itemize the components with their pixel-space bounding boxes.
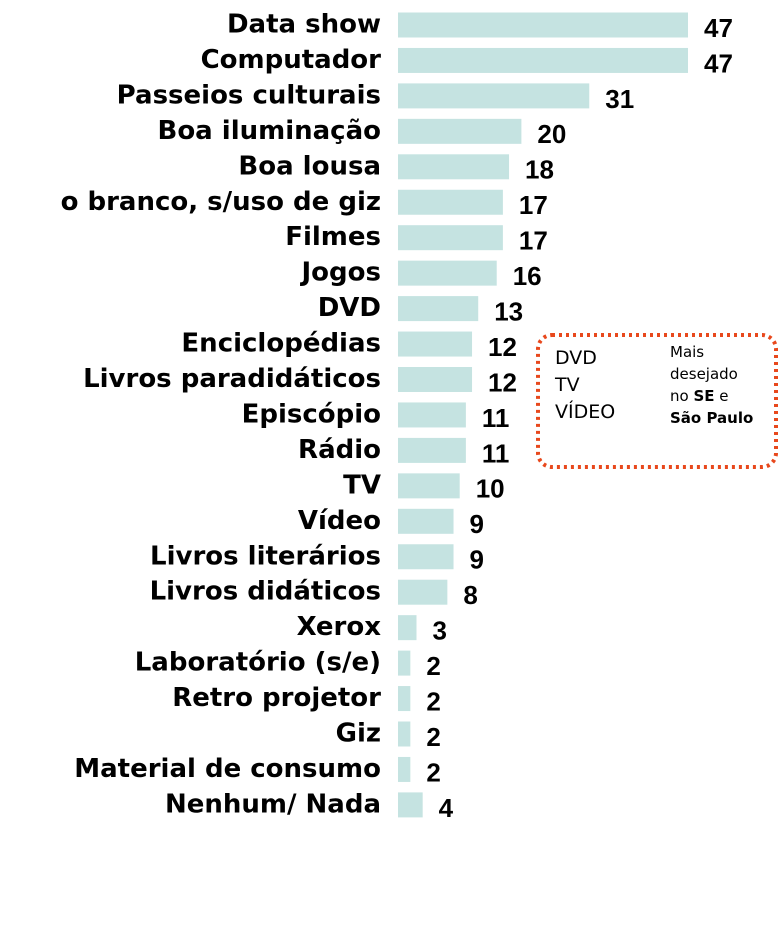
bar bbox=[398, 650, 411, 676]
value-label: 8 bbox=[463, 580, 477, 610]
category-label: Nenhum/ Nada bbox=[165, 789, 381, 819]
category-label: Computador bbox=[201, 45, 382, 75]
note-part: no bbox=[670, 387, 693, 405]
annotation-item: DVD bbox=[555, 347, 597, 369]
category-label: DVD bbox=[318, 293, 381, 323]
bar bbox=[398, 367, 473, 392]
category-label: Jogos bbox=[300, 258, 382, 288]
bar bbox=[398, 615, 417, 641]
category-label: Boa iluminação bbox=[158, 116, 382, 146]
bar bbox=[398, 118, 522, 144]
bar bbox=[398, 12, 688, 38]
category-label: Boa lousa bbox=[238, 151, 381, 181]
bar bbox=[398, 331, 473, 357]
bar bbox=[398, 260, 497, 286]
value-label: 2 bbox=[426, 722, 440, 752]
category-label: Material de consumo bbox=[74, 754, 381, 784]
category-label: Enciclopédias bbox=[181, 329, 381, 359]
bar bbox=[398, 189, 503, 215]
annotation-note: Mais bbox=[670, 343, 704, 361]
note-part: Mais bbox=[670, 343, 704, 361]
annotation-note: no SE e bbox=[670, 387, 729, 405]
category-label: Retro projetor bbox=[172, 683, 381, 713]
note-part: desejado bbox=[670, 365, 738, 383]
value-label: 9 bbox=[470, 545, 484, 575]
bar bbox=[398, 686, 411, 712]
value-label: 17 bbox=[519, 226, 548, 256]
note-part: e bbox=[715, 387, 729, 405]
category-label: Data show bbox=[227, 10, 381, 40]
category-label: TV bbox=[343, 470, 381, 500]
value-label: 4 bbox=[439, 793, 454, 823]
category-label: Vídeo bbox=[298, 506, 381, 536]
category-label: o branco, s/uso de giz bbox=[61, 187, 381, 217]
category-label: Episcópio bbox=[242, 399, 381, 429]
value-label: 13 bbox=[494, 296, 523, 326]
category-label: Laboratório (s/e) bbox=[135, 648, 381, 678]
bar bbox=[398, 756, 411, 782]
value-label: 16 bbox=[513, 261, 542, 291]
category-label: Livros didáticos bbox=[150, 577, 381, 607]
category-label: Livros literários bbox=[150, 541, 381, 571]
value-label: 17 bbox=[519, 190, 548, 220]
value-label: 11 bbox=[482, 438, 510, 468]
value-label: 3 bbox=[433, 616, 447, 646]
category-label: Filmes bbox=[285, 222, 381, 252]
bar bbox=[398, 225, 503, 251]
value-label: 18 bbox=[525, 155, 554, 185]
bar bbox=[398, 83, 590, 109]
bar bbox=[398, 721, 411, 747]
value-label: 12 bbox=[488, 332, 517, 362]
bar bbox=[398, 508, 454, 534]
bar bbox=[398, 792, 423, 818]
annotation-note: São Paulo bbox=[670, 409, 753, 427]
value-label: 10 bbox=[476, 474, 505, 504]
bar bbox=[398, 47, 688, 73]
bar bbox=[398, 544, 454, 570]
value-label: 20 bbox=[537, 119, 566, 149]
category-label: Rádio bbox=[298, 435, 381, 465]
value-label: 9 bbox=[470, 509, 484, 539]
value-label: 2 bbox=[426, 651, 440, 681]
value-label: 31 bbox=[605, 84, 634, 114]
value-label: 47 bbox=[704, 48, 733, 78]
note-part: São Paulo bbox=[670, 409, 753, 427]
annotation-item: VÍDEO bbox=[555, 400, 615, 423]
annotation-note: desejado bbox=[670, 365, 738, 383]
category-label: Livros paradidáticos bbox=[83, 364, 381, 394]
value-label: 2 bbox=[426, 757, 440, 787]
value-label: 47 bbox=[704, 13, 733, 43]
annotation-item: TV bbox=[554, 374, 580, 396]
category-label: Xerox bbox=[297, 612, 382, 642]
value-label: 11 bbox=[482, 403, 510, 433]
bar bbox=[398, 296, 479, 322]
bar bbox=[398, 579, 448, 605]
bar bbox=[398, 402, 466, 428]
bar bbox=[398, 473, 460, 499]
bar bbox=[398, 437, 466, 463]
category-label: Passeios culturais bbox=[117, 80, 381, 110]
note-part: SE bbox=[693, 387, 714, 405]
value-label: 2 bbox=[426, 686, 440, 716]
value-label: 12 bbox=[488, 367, 517, 397]
bar bbox=[398, 154, 510, 180]
category-label: Giz bbox=[336, 719, 381, 749]
annotation-box bbox=[536, 333, 778, 469]
